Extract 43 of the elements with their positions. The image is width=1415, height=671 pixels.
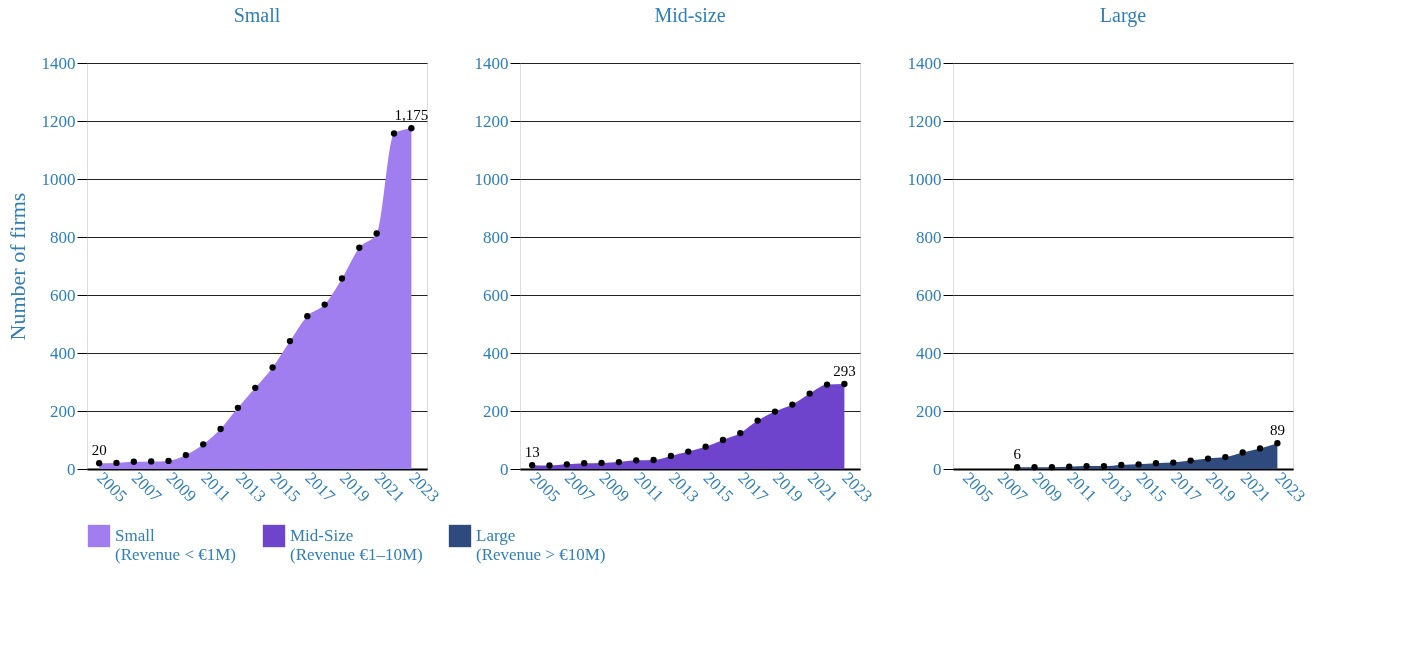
y-tick-label: 200 (916, 401, 942, 421)
x-tick-label: 2007 (560, 468, 599, 507)
y-axis-title: Number of firms (4, 192, 30, 341)
y-tick-label: 200 (483, 401, 509, 421)
y-tick-label: 0 (933, 459, 942, 479)
x-tick-label: 2017 (734, 468, 773, 507)
y-tick-label: 800 (483, 227, 509, 247)
y-tick-label: 200 (50, 401, 76, 421)
chart-title: Small (233, 4, 281, 26)
legend-label: Small (Revenue < €1M) (115, 526, 237, 564)
y-tick-label: 800 (916, 227, 942, 247)
y-tick-label: 1200 (474, 111, 509, 131)
y-tick-label: 1000 (474, 169, 509, 189)
legend-label: Large (Revenue > €10M) (476, 526, 606, 564)
y-tick-label: 600 (916, 285, 942, 305)
y-tick-label: 400 (50, 343, 76, 363)
y-tick-label: 1400 (474, 53, 509, 73)
data-label: 293 (833, 363, 856, 380)
y-tick-label: 0 (67, 459, 76, 479)
y-tick-label: 600 (50, 285, 76, 305)
data-label: 20 (91, 442, 107, 459)
y-tick-label: 1200 (907, 111, 942, 131)
y-tick-label: 600 (483, 285, 509, 305)
data-label: 89 (1269, 422, 1285, 439)
y-tick-label: 1000 (41, 169, 76, 189)
y-tick-label: 1400 (907, 53, 942, 73)
x-tick-label: 2017 (1167, 468, 1206, 507)
x-tick-label: 2007 (993, 468, 1032, 507)
x-tick-label: 2007 (127, 468, 166, 507)
y-tick-label: 1200 (41, 111, 76, 131)
y-tick-label: 1000 (907, 169, 942, 189)
data-label: 13 (524, 444, 540, 461)
y-tick-label: 0 (500, 459, 509, 479)
data-label: 1,175 (394, 107, 429, 124)
legend-label: Mid-Size (Revenue €1–10M) (290, 526, 423, 564)
data-label: 6 (1013, 446, 1022, 463)
y-tick-label: 1400 (41, 53, 76, 73)
y-tick-label: 400 (483, 343, 509, 363)
y-tick-label: 800 (50, 227, 76, 247)
y-tick-label: 400 (916, 343, 942, 363)
chart-title: Mid-size (654, 4, 726, 26)
x-tick-label: 2017 (301, 468, 340, 507)
chart-title: Large (1099, 4, 1147, 27)
